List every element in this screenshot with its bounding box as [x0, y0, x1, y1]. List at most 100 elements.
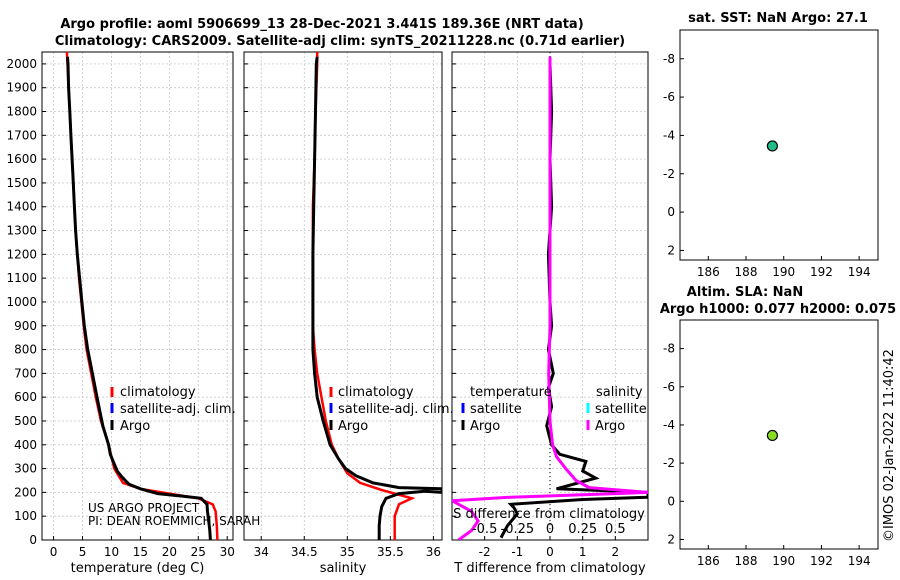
- y-tick-label: 0: [29, 533, 37, 547]
- y-tick-label: 0: [667, 205, 675, 219]
- difference-panel: -2 -1 0 1 2 T difference from climatology: [451, 51, 649, 576]
- salinity-difference-axis: S difference from climatology -0.5 -0.25 0…: [453, 507, 645, 537]
- temperature-panel: 0 5 10 15 20 25 300100200300400500600700800900…: [6, 51, 235, 576]
- x-tick-label: 194: [848, 265, 871, 279]
- float-position-marker: [766, 429, 779, 442]
- timestamp: ©IMOS 02-Jan-2022 11:40:42: [882, 349, 897, 542]
- x-tick-label: 186: [697, 554, 720, 568]
- y-tick-label: 700: [14, 366, 37, 380]
- y-tick-label: 2: [667, 532, 675, 546]
- x-tick-label: 36: [426, 545, 441, 559]
- y-tick-label: 1900: [6, 81, 37, 95]
- y-tick-label: 1400: [6, 200, 37, 214]
- legend-sal-title: salinity: [596, 385, 643, 400]
- x-tick-label: 190: [772, 265, 795, 279]
- project-note: US ARGO PROJECT: [88, 501, 200, 515]
- series-argo: [311, 56, 442, 540]
- x-tick-label: 0: [546, 545, 554, 559]
- legend-label-climatology: climatology: [338, 385, 414, 400]
- x-tick-label: 35.5: [377, 545, 404, 559]
- salinity-difference-tick-label: 0: [546, 522, 554, 537]
- plot-frame: [679, 319, 879, 550]
- x-tick-label: -2: [479, 545, 491, 559]
- legend-label-argo: Argo: [338, 419, 368, 434]
- y-tick-label: 500: [14, 414, 37, 428]
- pi-note: PI: DEAN ROEMMICH, SARAH: [88, 514, 260, 528]
- y-tick-label: 300: [14, 462, 37, 476]
- plot-frame: [243, 51, 443, 541]
- legend-label-s-argo: Argo: [595, 419, 625, 434]
- salinity-difference-tick-label: -0.5: [472, 522, 497, 537]
- x-axis-label: T difference from climatology: [453, 561, 646, 576]
- legend-label-satellite: satellite-adj. clim.: [338, 402, 454, 417]
- x-tick-label: -1: [511, 545, 523, 559]
- salinity-difference-tick-label: 0.5: [605, 522, 626, 537]
- x-tick-label: 194: [848, 554, 871, 568]
- plot-background: [244, 52, 442, 540]
- x-tick-label: 15: [133, 545, 148, 559]
- salinity-difference-tick-label: 0.25: [568, 522, 597, 537]
- sst-map-panel: 186 188 190 192 194 2 0 -2 -4 -6 -8: [663, 29, 879, 279]
- y-tick-label: -6: [663, 380, 675, 394]
- x-tick-label: 34.5: [291, 545, 318, 559]
- y-tick-label: -2: [663, 456, 675, 470]
- legend-label-s-satellite: satellite: [595, 402, 647, 417]
- y-tick-label: 800: [14, 343, 37, 357]
- legend-label-climatology: climatology: [120, 385, 196, 400]
- x-tick-label: 188: [735, 554, 758, 568]
- salinity-panel: 34 34.5 35 35.5 36 salinity: [243, 51, 443, 576]
- title-line-2: Climatology: CARS2009. Satellite-adj cli…: [55, 34, 625, 49]
- x-tick-label: 1: [579, 545, 587, 559]
- legend-difference: temperature salinity satellite Argo sate…: [461, 385, 647, 434]
- x-tick-label: 192: [810, 265, 833, 279]
- y-tick-label: 200: [14, 485, 37, 499]
- x-tick-label: 192: [810, 554, 833, 568]
- x-tick-label: 186: [697, 265, 720, 279]
- y-tick-label: 400: [14, 438, 37, 452]
- sst-title: sat. SST: NaN Argo: 27.1: [688, 11, 868, 26]
- x-axis-label: salinity: [320, 561, 367, 576]
- y-tick-label: -6: [663, 90, 675, 104]
- series-s-argo: [452, 56, 648, 540]
- y-tick-label: 2000: [6, 57, 37, 71]
- y-tick-label: -4: [663, 128, 675, 142]
- legend-temperature: climatology satellite-adj. clim. Argo US…: [88, 385, 260, 528]
- x-tick-label: 34: [254, 545, 269, 559]
- legend-temp-title: temperature: [470, 385, 552, 400]
- sla-map-panel: 186 188 190 192 194 2 0 -2 -4 -6 -8: [663, 319, 879, 568]
- y-tick-label: 2: [667, 243, 675, 257]
- y-tick-label: -8: [663, 342, 675, 356]
- legend-label-t-argo: Argo: [470, 419, 500, 434]
- legend-salinity: climatology satellite-adj. clim. Argo: [329, 385, 454, 434]
- x-tick-label: 5: [79, 545, 87, 559]
- title-line-1: Argo profile: aoml 5906699_13 28-Dec-202…: [60, 17, 583, 32]
- sla-title-2: Argo h1000: 0.077 h2000: 0.075: [660, 302, 896, 317]
- y-tick-label: 600: [14, 390, 37, 404]
- y-tick-label: 0: [667, 494, 675, 508]
- legend-label-t-satellite: satellite: [470, 402, 522, 417]
- x-tick-label: 10: [104, 545, 119, 559]
- y-tick-label: 1000: [6, 295, 37, 309]
- x-tick-label: 20: [162, 545, 177, 559]
- y-tick-label: -2: [663, 167, 675, 181]
- y-tick-label: 1200: [6, 247, 37, 261]
- plot-frame: [679, 29, 879, 261]
- plot-background: [680, 320, 878, 549]
- legend-label-satellite: satellite-adj. clim.: [120, 402, 236, 417]
- y-tick-label: 1100: [6, 271, 37, 285]
- x-tick-label: 35: [340, 545, 355, 559]
- x-tick-label: 188: [735, 265, 758, 279]
- y-tick-label: 1500: [6, 176, 37, 190]
- plot-background: [680, 30, 878, 260]
- series-argo: [66, 56, 212, 540]
- y-tick-label: 1600: [6, 152, 37, 166]
- plot-frame: [41, 51, 234, 541]
- y-tick-label: -4: [663, 418, 675, 432]
- float-position-marker: [766, 140, 779, 152]
- x-tick-label: 30: [220, 545, 235, 559]
- x-tick-label: 2: [612, 545, 620, 559]
- x-tick-label: 190: [772, 554, 795, 568]
- salinity-difference-label: S difference from climatology: [453, 507, 645, 522]
- salinity-difference-tick-label: -0.25: [501, 522, 535, 537]
